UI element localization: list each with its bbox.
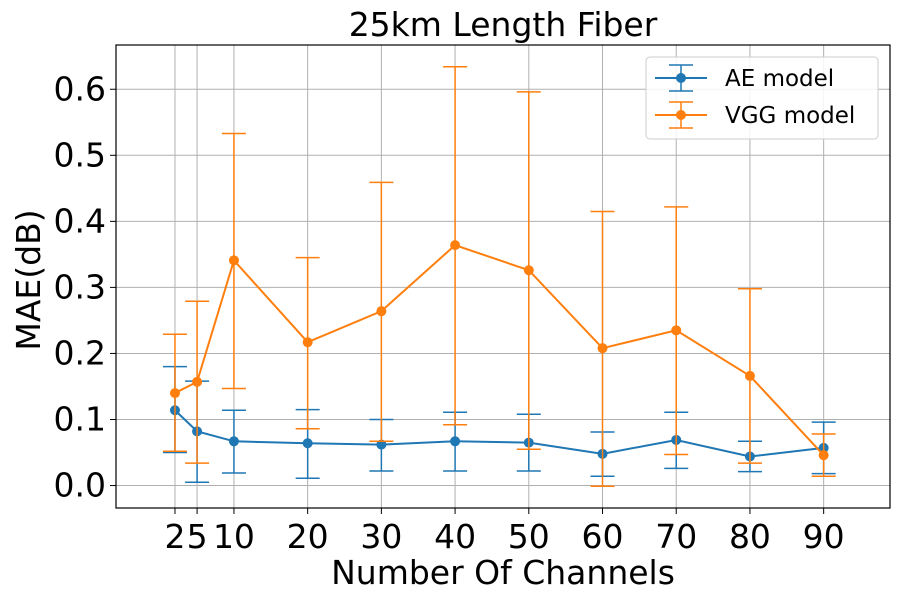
legend-marker <box>676 110 686 120</box>
legend: AE model VGG model <box>645 56 879 140</box>
series-ae-model <box>162 365 836 483</box>
x-tick-label: 2 <box>164 517 185 556</box>
data-point <box>302 337 313 348</box>
x-tick-label: 50 <box>508 517 550 556</box>
data-point <box>818 450 829 461</box>
legend-label: VGG model <box>725 103 855 129</box>
x-tick-label: 80 <box>729 517 771 556</box>
data-point <box>228 255 239 266</box>
y-tick-label: 0.2 <box>54 333 106 372</box>
y-axis-ticks: 0.0 0.1 0.2 0.3 0.4 0.5 0.6 <box>54 69 116 505</box>
y-axis-label: MAE(dB) <box>9 209 48 350</box>
x-tick-label: 30 <box>360 517 402 556</box>
y-tick-label: 0.5 <box>54 135 106 174</box>
x-tick-label: 20 <box>287 517 329 556</box>
x-axis-label: Number Of Channels <box>331 553 675 592</box>
series-line <box>174 243 825 456</box>
y-tick-label: 0.0 <box>54 466 106 505</box>
y-tick-label: 0.4 <box>54 201 106 240</box>
chart-title: 25km Length Fiber <box>349 5 658 44</box>
data-point <box>376 439 387 450</box>
y-tick-label: 0.1 <box>54 399 106 438</box>
x-axis-ticks: 2 5 10 20 30 40 50 60 70 80 90 <box>164 508 845 556</box>
data-point <box>671 325 682 336</box>
x-tick-label: 10 <box>213 517 255 556</box>
x-tick-label: 90 <box>803 517 845 556</box>
x-tick-label: 60 <box>582 517 624 556</box>
data-point <box>376 306 387 317</box>
data-point <box>450 240 461 251</box>
data-point <box>523 265 534 276</box>
y-tick-label: 0.3 <box>54 267 106 306</box>
series-vgg-model <box>162 66 836 487</box>
data-point <box>597 343 608 354</box>
data-point <box>450 436 461 447</box>
data-point <box>302 438 313 449</box>
data-point <box>192 376 203 387</box>
y-tick-label: 0.6 <box>54 69 106 108</box>
x-tick-label: 70 <box>655 517 697 556</box>
plot-frame <box>115 44 891 509</box>
data-point <box>169 388 180 399</box>
legend-marker <box>676 73 686 83</box>
series-layer <box>162 66 836 487</box>
x-tick-label: 40 <box>434 517 476 556</box>
legend-label: AE model <box>725 66 834 92</box>
x-tick-label: 5 <box>187 517 208 556</box>
series-line <box>174 409 824 458</box>
data-point <box>228 436 239 447</box>
data-point <box>744 370 755 381</box>
